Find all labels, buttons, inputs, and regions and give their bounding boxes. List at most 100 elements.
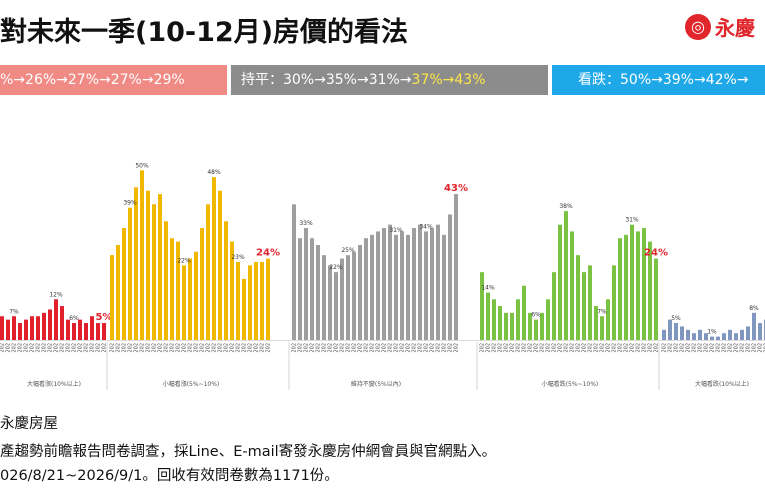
x-tick-label: 202 bbox=[576, 343, 582, 353]
chart-bar bbox=[680, 326, 684, 340]
x-tick-label: 202 bbox=[648, 343, 654, 353]
chart-bar bbox=[412, 228, 416, 340]
data-label: 34% bbox=[419, 223, 433, 230]
x-tick-label: 202 bbox=[18, 343, 24, 353]
chart-bar bbox=[612, 265, 616, 340]
chart-bar bbox=[624, 234, 628, 340]
x-tick-label: 202 bbox=[430, 343, 436, 353]
chart-bar bbox=[668, 319, 672, 340]
x-tick-label: 202 bbox=[492, 343, 498, 353]
category-label: 大幅看漲(10%以上) bbox=[27, 380, 81, 388]
x-tick-label: 202 bbox=[382, 343, 388, 353]
category-label: 小幅看跌(5%~10%) bbox=[542, 380, 599, 388]
x-tick-label: 202 bbox=[546, 343, 552, 353]
chart-bar bbox=[266, 258, 270, 340]
x-tick-label: 202 bbox=[182, 343, 188, 353]
x-tick-label: 202 bbox=[0, 343, 6, 353]
chart-bar bbox=[84, 323, 88, 340]
chart-bar bbox=[552, 272, 556, 340]
chart-bar bbox=[564, 211, 568, 340]
chart-bar bbox=[134, 187, 138, 340]
chart-bar bbox=[346, 255, 350, 340]
chart-bar bbox=[442, 234, 446, 340]
x-tick-label: 202 bbox=[194, 343, 200, 353]
data-label: 12% bbox=[49, 291, 63, 298]
x-tick-label: 202 bbox=[722, 343, 728, 353]
chart-bar bbox=[242, 278, 246, 340]
x-tick-label: 202 bbox=[686, 343, 692, 353]
source-line-1: 產趨勢前瞻報告問卷調查，採Line、E-mail寄發永慶房仲網會員與官網點入。 bbox=[0, 444, 497, 460]
chart-bar bbox=[18, 323, 22, 340]
chart-bar bbox=[534, 319, 538, 340]
chart-bar bbox=[588, 265, 592, 340]
chart-bar bbox=[516, 299, 520, 340]
x-tick-label: 202 bbox=[116, 343, 122, 353]
data-label: 25% bbox=[341, 247, 355, 254]
x-tick-label: 202 bbox=[662, 343, 668, 353]
chart-bar bbox=[722, 333, 726, 340]
chart-bar bbox=[304, 228, 308, 340]
x-tick-label: 202 bbox=[746, 343, 752, 353]
chart-bar bbox=[352, 251, 356, 340]
data-label: 5% bbox=[96, 312, 113, 323]
chart-bar bbox=[206, 204, 210, 340]
x-tick-label: 202 bbox=[558, 343, 564, 353]
data-label: 8% bbox=[749, 305, 759, 312]
chart-bar bbox=[96, 323, 100, 340]
x-tick-label: 202 bbox=[504, 343, 510, 353]
chart-bar bbox=[122, 228, 126, 340]
source-org: 永慶房屋 bbox=[0, 416, 58, 432]
chart-bar bbox=[298, 238, 302, 340]
x-tick-label: 202 bbox=[260, 343, 266, 353]
data-label: 7% bbox=[597, 308, 607, 315]
data-label: 22% bbox=[177, 257, 191, 264]
chart-bar bbox=[498, 306, 502, 340]
chart-bar bbox=[698, 329, 702, 340]
x-tick-label: 202 bbox=[588, 343, 594, 353]
data-label: 31% bbox=[625, 217, 639, 224]
x-tick-label: 202 bbox=[516, 343, 522, 353]
x-tick-label: 202 bbox=[436, 343, 442, 353]
chart-bar bbox=[382, 228, 386, 340]
chart-bar bbox=[674, 323, 678, 340]
chart-bar bbox=[480, 272, 484, 340]
x-tick-label: 202 bbox=[716, 343, 722, 353]
x-tick-label: 202 bbox=[134, 343, 140, 353]
chart-bar bbox=[224, 221, 228, 340]
chart-bar bbox=[78, 319, 82, 340]
chart-bar bbox=[334, 272, 338, 340]
chart-bar bbox=[630, 224, 634, 340]
chart-bar bbox=[758, 323, 762, 340]
x-tick-label: 202 bbox=[740, 343, 746, 353]
x-tick-label: 202 bbox=[304, 343, 310, 353]
chart-bar bbox=[48, 309, 52, 340]
x-tick-label: 202 bbox=[376, 343, 382, 353]
x-tick-label: 202 bbox=[248, 343, 254, 353]
chart-bar bbox=[158, 194, 162, 340]
x-tick-label: 202 bbox=[242, 343, 248, 353]
data-label: 24% bbox=[256, 248, 280, 259]
x-tick-label: 202 bbox=[164, 343, 170, 353]
x-tick-label: 202 bbox=[406, 343, 412, 353]
x-tick-label: 202 bbox=[600, 343, 606, 353]
x-tick-label: 202 bbox=[292, 343, 298, 353]
chart-bar bbox=[194, 251, 198, 340]
chart-bar bbox=[504, 312, 508, 340]
chart-bar bbox=[116, 245, 120, 340]
chart-bar bbox=[686, 329, 690, 340]
chart-bar bbox=[146, 190, 150, 340]
chart-bar bbox=[740, 329, 744, 340]
x-tick-label: 202 bbox=[212, 343, 218, 353]
chart-bar bbox=[292, 204, 296, 340]
chart-bar bbox=[152, 204, 156, 340]
x-tick-label: 202 bbox=[734, 343, 740, 353]
x-tick-label: 202 bbox=[692, 343, 698, 353]
x-tick-label: 202 bbox=[340, 343, 346, 353]
chart-bar bbox=[734, 333, 738, 340]
chart-bar bbox=[364, 238, 368, 340]
x-tick-label: 202 bbox=[480, 343, 486, 353]
category-label: 小幅看漲(5%~10%) bbox=[163, 380, 220, 388]
x-tick-label: 202 bbox=[90, 343, 96, 353]
x-tick-label: 202 bbox=[400, 343, 406, 353]
data-label: 31% bbox=[389, 227, 403, 234]
